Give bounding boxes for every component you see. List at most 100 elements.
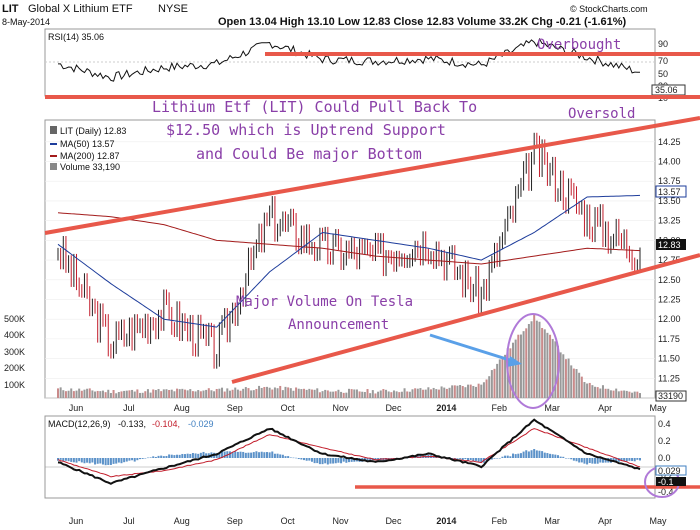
macd-y-tick: -0.4: [658, 487, 674, 497]
macd-histogram-bar: [620, 458, 623, 462]
volume-bar: [231, 389, 234, 398]
volume-bar: [588, 382, 591, 398]
macd-y-tick: 0.2: [658, 436, 671, 446]
volume-bar: [361, 391, 364, 398]
macd-histogram-bar: [234, 451, 237, 458]
volume-bar: [358, 391, 361, 398]
volume-bar: [567, 358, 570, 398]
macd-histogram-bar: [474, 458, 477, 461]
volume-bar: [353, 389, 356, 398]
macd-histogram-bar: [324, 458, 327, 464]
macd-histogram-bar: [292, 457, 295, 459]
macd-histogram-bar: [123, 458, 126, 463]
macd-histogram-bar: [514, 454, 517, 458]
volume-bar: [406, 391, 409, 398]
volume-bar: [152, 389, 155, 398]
macd-histogram-bar: [318, 458, 321, 465]
volume-bar: [580, 376, 583, 398]
macd-histogram-bar: [490, 458, 493, 460]
macd-histogram-bar: [498, 458, 501, 459]
macd-histogram-bar: [263, 452, 266, 458]
volume-bar: [374, 393, 377, 398]
volume-bar: [554, 341, 557, 398]
volume-bar: [488, 376, 491, 398]
volume-bar: [437, 389, 440, 398]
volume-bar: [493, 368, 496, 398]
volume-bar: [586, 383, 589, 398]
macd-histogram-bar: [326, 458, 329, 465]
macd-histogram-bar: [94, 458, 97, 465]
macd-histogram-bar: [265, 452, 268, 458]
volume-bar: [252, 390, 255, 398]
volume-bar: [194, 391, 197, 398]
macd-histogram-bar: [80, 458, 83, 463]
macd-x-label: Mar: [544, 516, 560, 526]
macd-histogram-bar: [337, 458, 340, 463]
volume-bar: [477, 383, 480, 398]
macd-histogram-bar: [62, 458, 65, 462]
price-x-label: 2014: [436, 403, 456, 413]
volume-bar: [242, 388, 245, 398]
macd-histogram-bar: [541, 451, 544, 458]
volume-bar: [570, 365, 573, 398]
ma200-line: [57, 212, 641, 265]
macd-histogram-bar: [599, 458, 602, 463]
volume-bar: [120, 391, 123, 398]
macd-histogram-bar: [221, 451, 224, 458]
macd-histogram-bar: [176, 454, 179, 458]
volume-bar: [313, 389, 316, 398]
macd-line: [57, 418, 641, 485]
macd-histogram-bar: [279, 454, 282, 458]
volume-bar: [594, 386, 597, 398]
price-x-label: Mar: [544, 403, 560, 413]
ma50-last-box: [655, 185, 687, 198]
macd-histogram-bar: [374, 458, 377, 460]
macd-histogram-bar: [284, 456, 287, 458]
rsi-tick-70: 70: [658, 56, 668, 66]
volume-bar: [387, 391, 390, 398]
macd-histogram-bar: [496, 458, 499, 459]
volume-bar: [186, 390, 189, 398]
macd-histogram-bar: [258, 452, 261, 458]
volume-bar: [525, 328, 528, 398]
macd-histogram-bar: [313, 458, 316, 464]
volume-bar: [83, 389, 86, 398]
volume-bar: [535, 320, 538, 398]
macd-histogram-bar: [377, 458, 380, 460]
volume-bar: [318, 392, 321, 398]
volume-bar: [461, 386, 464, 398]
macd-histogram-bar: [157, 455, 160, 458]
volume-bar: [273, 387, 276, 398]
volume-bar: [631, 392, 634, 398]
volume-note-line-2: Announcement: [288, 317, 389, 333]
volume-bar: [125, 390, 128, 398]
macd-histogram-bar: [239, 451, 242, 458]
macd-histogram-bar: [594, 458, 597, 464]
volume-bar: [154, 390, 157, 398]
volume-bar: [411, 389, 414, 398]
volume-bar: [519, 334, 522, 398]
volume-bar: [99, 391, 102, 398]
macd-histogram-bar: [432, 456, 435, 458]
volume-bar: [67, 390, 70, 398]
macd-histogram-bar: [59, 458, 62, 460]
macd-histogram-bar: [268, 452, 271, 458]
macd-histogram-bar: [242, 451, 245, 458]
volume-bar: [398, 392, 401, 398]
macd-histogram-bar: [310, 458, 313, 462]
volume-bar: [419, 388, 422, 398]
volume-bar: [86, 388, 89, 398]
macd-histogram-bar: [572, 458, 575, 461]
volume-bar: [551, 339, 554, 398]
volume-bar: [136, 389, 139, 398]
macd-histogram-bar: [308, 458, 311, 461]
quote-line: Open 13.04 High 13.10 Low 12.83 Close 12…: [218, 16, 627, 28]
macd-histogram-bar: [530, 450, 533, 458]
volume-bar: [281, 390, 284, 398]
macd-histogram-bar: [543, 452, 546, 458]
volume-bar: [305, 389, 308, 398]
macd-histogram-bar: [271, 451, 274, 458]
price-y-tick: 13.75: [658, 176, 681, 186]
macd-histogram-bar: [223, 451, 226, 458]
